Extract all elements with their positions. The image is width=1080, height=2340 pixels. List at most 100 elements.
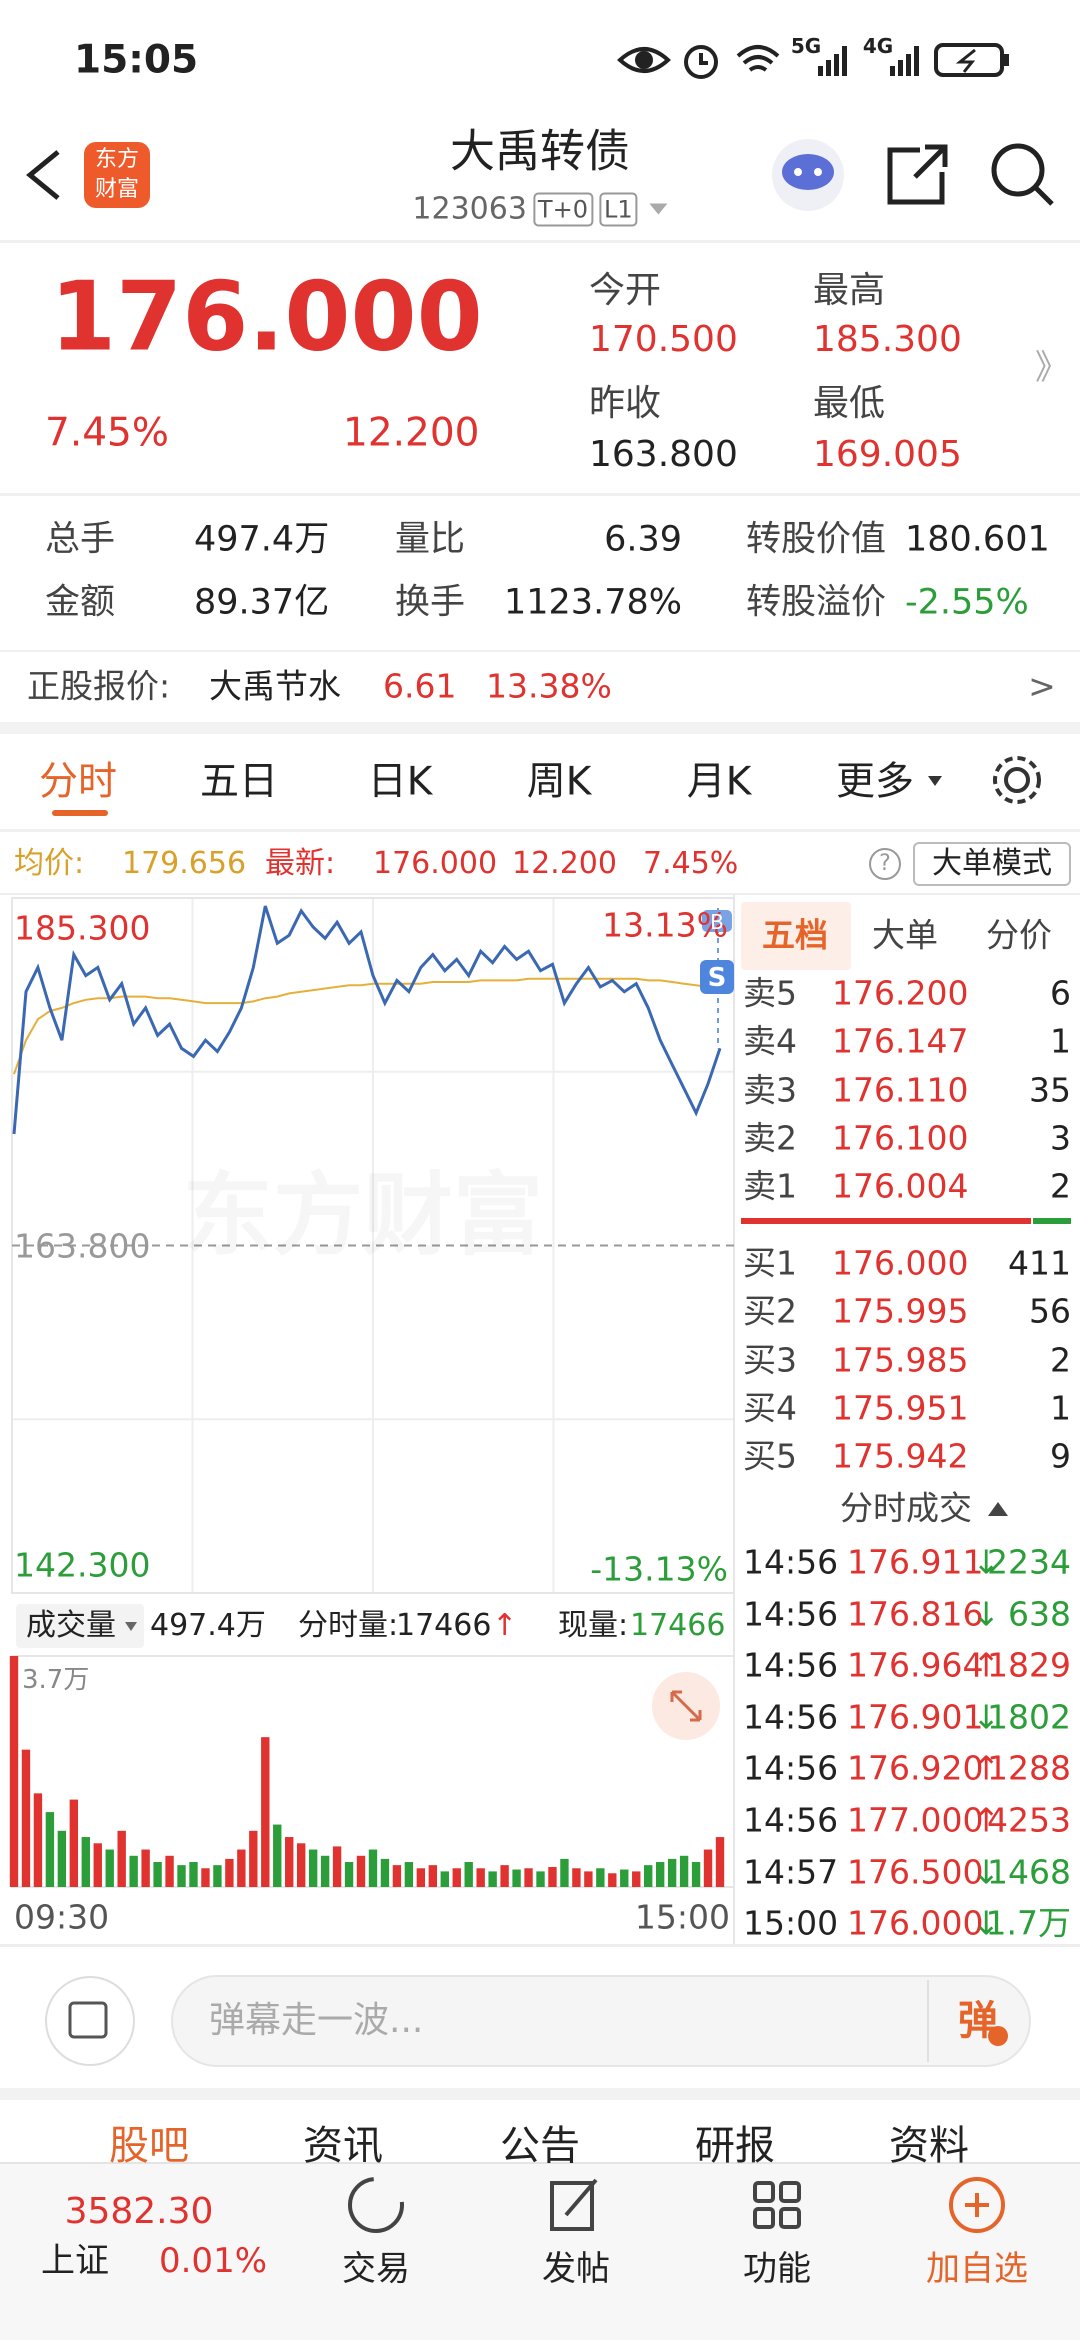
pct-label: -13.13% [590, 1549, 728, 1589]
bid-price: 175.951 [832, 1388, 969, 1428]
section-tab[interactable]: 资料 [889, 2123, 969, 2169]
ask-qty: 2 [1050, 1166, 1071, 1206]
chart-tab[interactable]: 月K [686, 759, 752, 805]
logo[interactable] [84, 142, 150, 208]
underlying-more[interactable]: > [1028, 666, 1056, 706]
volume-bar [452, 1868, 461, 1887]
book-tab[interactable]: 大单 [872, 915, 938, 955]
chart-tab[interactable]: 周K [526, 759, 592, 805]
underlying-change: 13.38% [486, 666, 612, 706]
help-icon[interactable] [869, 848, 901, 880]
dropdown-arrow[interactable] [649, 203, 668, 215]
stat-value: 1123.78% [504, 582, 682, 623]
bid-price: 175.995 [832, 1291, 969, 1331]
volume-selector[interactable] [16, 1604, 144, 1648]
comment-placeholder[interactable]: 弹幕走一波... [209, 2000, 424, 2041]
volume-bar [153, 1862, 162, 1887]
trade-price: 176.816 [847, 1594, 984, 1634]
logo-text: 财富 [94, 177, 140, 202]
danmaku-button[interactable]: 弹 [958, 1998, 998, 2044]
volume-bar [81, 1837, 90, 1887]
chart-tab[interactable]: 更多 [835, 759, 915, 805]
mode-button-text[interactable]: 大单模式 [932, 846, 1052, 881]
comment-input[interactable] [171, 1975, 1031, 2067]
section-tab[interactable]: 资讯 [303, 2123, 383, 2169]
trade-time: 14:56 [743, 1645, 839, 1685]
section-tab[interactable]: 研报 [695, 2123, 775, 2169]
volume-bar [189, 1862, 198, 1887]
code-line: 123063 T+0 L1 [412, 192, 668, 227]
volume-bar [93, 1843, 102, 1887]
underlying-name[interactable]: 大禹节水 [209, 666, 341, 706]
nav-item[interactable]: 功能 [743, 2249, 811, 2289]
nav-item[interactable]: 加自选 [926, 2249, 1028, 2289]
last-label: 最新: [265, 846, 336, 881]
stat-label: 转股溢价 [746, 582, 887, 623]
book-tab[interactable]: 五档 [762, 915, 828, 955]
now-volume-label: 现量: [558, 1608, 629, 1643]
volume-bar [416, 1868, 426, 1887]
underlying-label: 正股报价: [27, 666, 171, 706]
book-tab[interactable]: 分价 [986, 915, 1052, 955]
badge: T+0 [532, 192, 593, 226]
volume-bar [488, 1871, 497, 1887]
stat-value: 497.4万 [194, 519, 330, 560]
volume-bar [308, 1849, 318, 1887]
section-tab[interactable]: 公告 [500, 2123, 580, 2169]
change-pct: 7.45% [45, 410, 169, 456]
sell-marker-text: S [707, 963, 727, 993]
nav-item[interactable]: 发帖 [542, 2249, 610, 2289]
stat-label: 换手 [395, 582, 466, 623]
ask-price: 176.200 [832, 973, 969, 1013]
trade-arrow: ↓ [972, 1697, 1000, 1737]
volume-bar [512, 1869, 521, 1887]
volume-total: 497.4万 [150, 1608, 266, 1643]
ask-level: 卖2 [743, 1118, 797, 1158]
field-value: 185.300 [813, 319, 962, 360]
share-button[interactable] [887, 144, 948, 205]
chart-tab[interactable]: 分时 [38, 759, 118, 805]
index-change: 0.01% [158, 2241, 268, 2281]
tick-arrow: ↑ [492, 1608, 518, 1643]
volume-bar [392, 1865, 402, 1887]
settings-button[interactable] [993, 756, 1041, 804]
index-value[interactable]: 3582.30 [64, 2191, 214, 2232]
avg-line [13, 977, 721, 1075]
dropdown-arrow [928, 776, 942, 786]
trade-arrow: ↓ [972, 1542, 1000, 1582]
nav-item[interactable]: 交易 [342, 2249, 410, 2289]
comment-icon[interactable] [45, 1976, 135, 2066]
volume-bar [655, 1862, 665, 1887]
field-value: 169.005 [813, 434, 962, 475]
ask-level: 卖3 [743, 1070, 797, 1110]
search-button[interactable] [991, 143, 1045, 197]
section-tab[interactable]: 股吧 [109, 2123, 189, 2169]
volume-bar [285, 1837, 294, 1887]
volume-bar [332, 1846, 342, 1887]
volume-bar [249, 1830, 258, 1887]
volume-bar [380, 1858, 390, 1887]
stat-label: 金额 [45, 582, 116, 623]
last-change: 12.200 [512, 846, 617, 881]
mode-button[interactable] [913, 842, 1071, 886]
trade-arrow: ↑ [972, 1748, 1000, 1788]
trade-qty: 1288 [987, 1748, 1071, 1788]
trade-time: 14:56 [743, 1697, 839, 1737]
send-badge [988, 2026, 1008, 2046]
trade-time: 14:56 [743, 1542, 839, 1582]
volume-bar [261, 1737, 270, 1887]
chart-tab[interactable]: 日K [367, 759, 433, 805]
divider [0, 2088, 1080, 2100]
volume-bar [560, 1858, 569, 1887]
chart-tab[interactable]: 五日 [199, 759, 279, 805]
bid-qty: 1 [1050, 1388, 1071, 1428]
pct-label: 13.13% [602, 905, 728, 945]
ask-qty: 6 [1050, 973, 1071, 1013]
price-line [12, 905, 722, 1135]
expand-quote[interactable]: 》 [1035, 348, 1069, 388]
bid-level: 买3 [743, 1340, 797, 1380]
divider [0, 240, 1080, 243]
back-button[interactable] [26, 150, 60, 200]
